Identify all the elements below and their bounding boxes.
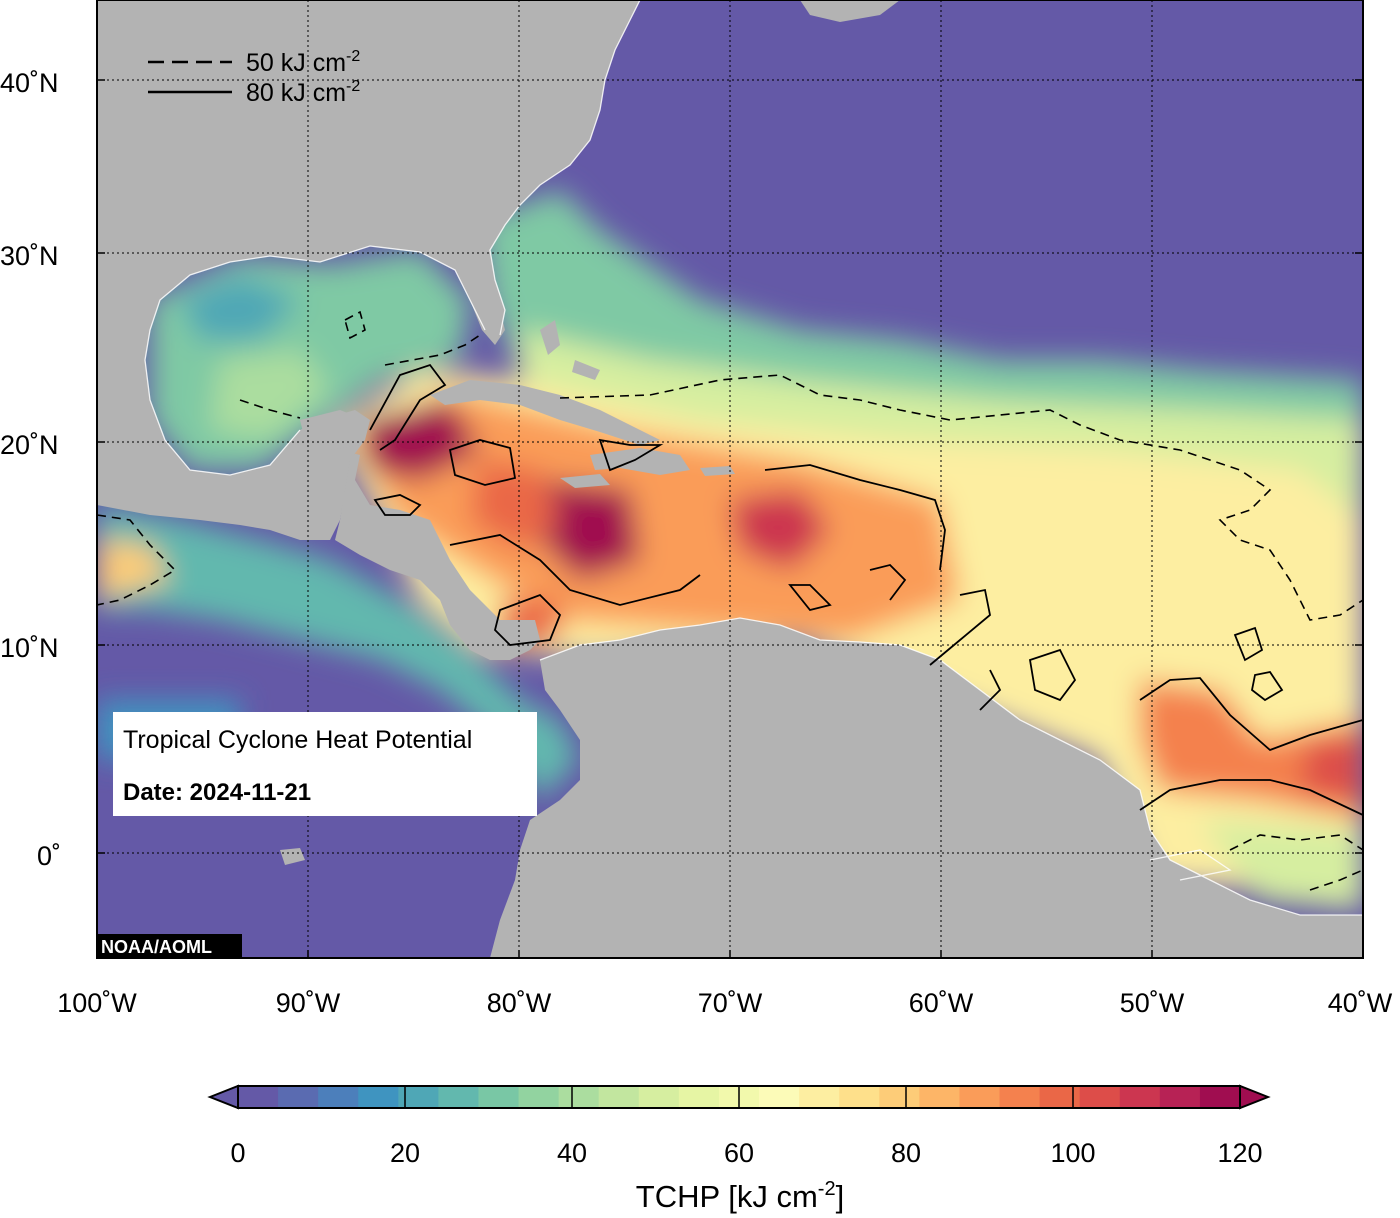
colorbar-tick-label: 0 [230,1138,245,1168]
colorbar-cell [759,1086,800,1108]
lon-label: 90˚W [276,988,341,1018]
coastlines [144,0,1363,916]
lon-label: 70˚W [698,988,763,1018]
lat-label: 20˚N [0,430,59,460]
legend-dashed-label: 50 kJ cm-2 [246,48,360,77]
colorbar-cell [318,1086,359,1108]
info-title: Tropical Cyclone Heat Potential [123,726,472,754]
colorbar-cell [518,1086,560,1108]
colorbar-right-arrow [1239,1084,1271,1110]
colorbar-cell [799,1086,840,1108]
colorbar-cell [959,1086,1001,1108]
colorbar-cell [919,1086,960,1108]
colorbar-cell [398,1086,439,1108]
lon-labels: 100˚W 90˚W 80˚W 70˚W 60˚W 50˚W 40˚W [57,988,1393,1018]
colorbar-cell [1119,1086,1161,1108]
colorbar-tick-label: 120 [1217,1138,1262,1168]
legend-solid-label: 80 kJ cm-2 [246,78,360,107]
colorbar-cell [438,1086,479,1108]
credit-badge: NOAA/AOML [97,934,242,958]
tick-marks [97,79,1363,958]
contour-50 [97,310,1363,891]
lon-label: 100˚W [57,988,137,1018]
colorbar: 0 20 40 60 80 100 120 TCHP [kJ cm-2] [207,1084,1271,1214]
colorbar-tick-label: 20 [390,1138,420,1168]
lon-label: 80˚W [487,988,552,1018]
graticule [97,0,1363,958]
colorbar-cell [879,1086,920,1108]
lat-label: 30˚N [0,241,59,271]
colorbar-cell [1039,1086,1081,1108]
colorbar-cell [598,1086,640,1108]
colorbar-title: TCHP [kJ cm-2] [636,1178,844,1214]
colorbar-tick-label: 40 [557,1138,587,1168]
colorbar-cell [478,1086,520,1108]
colorbar-cell [638,1086,680,1108]
colorbar-cell [839,1086,880,1108]
colorbar-left-arrow [207,1084,239,1110]
colorbar-cell [1159,1086,1201,1108]
colorbar-cell [678,1086,720,1108]
colorbar-cell [999,1086,1041,1108]
colorbar-tick-label: 100 [1050,1138,1095,1168]
colorbar-tick-labels: 0 20 40 60 80 100 120 [230,1138,1262,1168]
colorbar-cell [1199,1086,1241,1108]
lat-label: 10˚N [0,633,59,663]
lon-label: 40˚W [1328,988,1393,1018]
colorbar-cell [278,1086,319,1108]
lat-labels: 40˚N 30˚N 20˚N 10˚N 0˚ [0,68,61,871]
land [97,0,1363,958]
lon-label: 50˚W [1120,988,1185,1018]
lon-label: 60˚W [909,988,974,1018]
lat-label: 40˚N [0,68,59,98]
colorbar-cell [238,1086,279,1108]
colorbar-cells [238,1086,1241,1108]
colorbar-cell [358,1086,399,1108]
colorbar-tick-label: 80 [891,1138,921,1168]
info-date: Date: 2024-11-21 [123,779,311,806]
contour-legend: 50 kJ cm-2 80 kJ cm-2 [148,48,360,107]
colorbar-tick-label: 60 [724,1138,754,1168]
contour-80 [369,363,1363,816]
credit-text: NOAA/AOML [101,937,212,957]
colorbar-cell [558,1086,600,1108]
map-area [97,0,1363,958]
lat-label: 0˚ [37,841,61,871]
info-box: Tropical Cyclone Heat Potential Date: 20… [113,712,537,816]
colorbar-ticks [237,1086,1241,1108]
colorbar-cell [1079,1086,1121,1108]
